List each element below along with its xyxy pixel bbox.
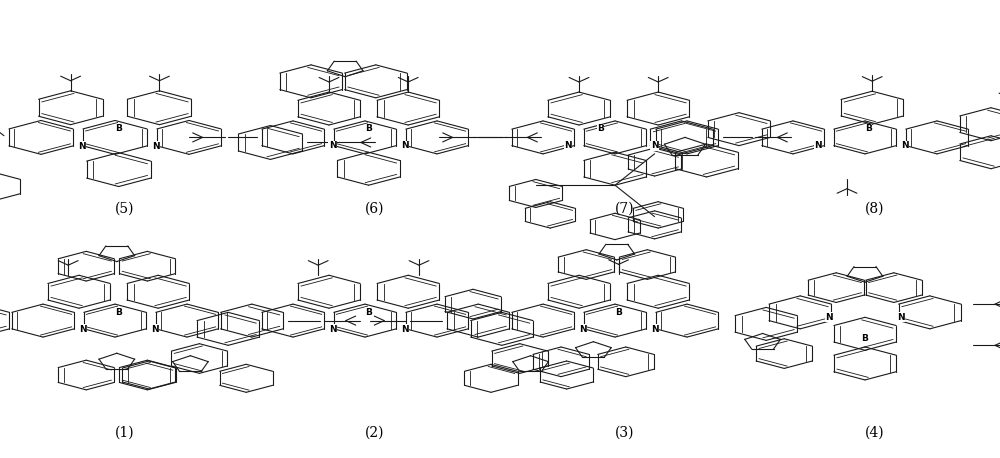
Text: B: B (115, 307, 122, 316)
Text: B: B (597, 124, 604, 133)
Text: (3): (3) (615, 425, 635, 440)
Text: N: N (329, 325, 336, 334)
Text: N: N (151, 325, 158, 334)
Text: (5): (5) (115, 201, 135, 215)
Text: (2): (2) (365, 425, 385, 440)
Text: (1): (1) (115, 425, 135, 440)
Text: B: B (862, 334, 868, 343)
Text: N: N (401, 325, 408, 334)
Text: N: N (651, 325, 658, 334)
Text: B: B (115, 124, 122, 133)
Text: (4): (4) (865, 425, 885, 440)
Text: N: N (564, 142, 572, 151)
Text: B: B (365, 124, 372, 133)
Text: N: N (901, 142, 908, 151)
Text: N: N (897, 313, 905, 322)
Text: (6): (6) (365, 201, 385, 215)
Text: N: N (79, 325, 86, 334)
Text: N: N (814, 142, 822, 151)
Text: (7): (7) (615, 201, 635, 215)
Text: N: N (579, 325, 586, 334)
Text: N: N (825, 313, 833, 322)
Text: (8): (8) (865, 201, 885, 215)
Text: N: N (78, 142, 86, 151)
Text: N: N (651, 142, 658, 151)
Text: N: N (329, 142, 336, 151)
Text: N: N (152, 142, 160, 151)
Text: B: B (865, 124, 872, 133)
Text: B: B (615, 307, 622, 316)
Text: B: B (365, 307, 372, 316)
Text: N: N (401, 142, 408, 151)
